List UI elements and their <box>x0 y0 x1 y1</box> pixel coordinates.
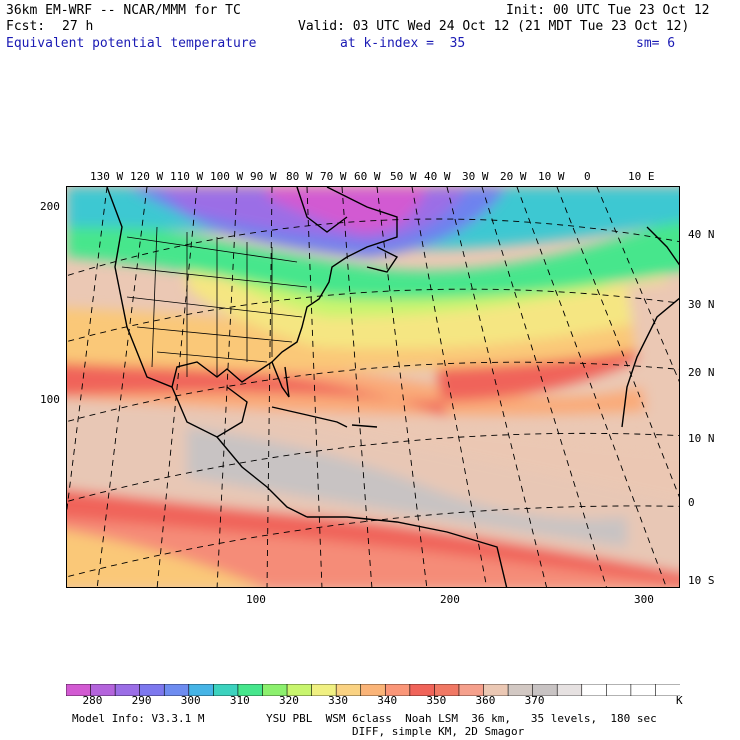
grid-x-label: 300 <box>634 593 654 606</box>
graticule <box>67 187 679 587</box>
longitude-label: 70 W <box>320 170 347 183</box>
colorbar-label: 330 <box>328 694 349 707</box>
africa-coast <box>621 297 679 428</box>
iberia <box>646 226 679 266</box>
latitude-label: 20 N <box>688 366 715 379</box>
model-title: 36km EM-WRF -- NCAR/MMM for TC <box>6 3 241 18</box>
colorbar-label: 280 <box>82 694 103 707</box>
forecast-label: Fcst: <box>6 19 46 34</box>
map-panel <box>66 186 680 588</box>
colorbar-label: 290 <box>131 694 152 707</box>
colorbar-label: 320 <box>279 694 299 707</box>
colorbar-swatch <box>606 683 632 697</box>
field-band-gray-lower <box>187 427 627 547</box>
longitude-label: 20 W <box>500 170 527 183</box>
level-info: at k-index = 35 <box>340 36 466 51</box>
colorbar-swatch <box>556 683 583 697</box>
longitude-label: 0 <box>584 170 591 183</box>
colorbar-label: 300 <box>180 694 201 707</box>
forecast-hour: 27 h <box>62 19 94 34</box>
north-america-coast <box>106 187 398 388</box>
field-band-green <box>67 207 679 299</box>
field-band-red-upper <box>67 287 667 417</box>
grid-x-label: 200 <box>440 593 460 606</box>
central-america <box>216 436 308 518</box>
longitude-label: 100 W <box>210 170 244 183</box>
longitude-label: 80 W <box>286 170 313 183</box>
model-info: Model Info: V3.3.1 M <box>72 712 205 725</box>
field-name: Equivalent potential temperature <box>6 36 257 51</box>
colorbar-label: 350 <box>426 694 447 707</box>
latitude-label: 40 N <box>688 228 715 241</box>
latitude-label: 0 <box>688 496 695 509</box>
south-america-coast <box>307 516 508 587</box>
colorbar-swatch <box>630 683 657 697</box>
greenland-tip <box>296 187 348 233</box>
grid-x-label: 100 <box>246 593 266 606</box>
colorbar-swatches <box>65 683 681 697</box>
longitude-label: 60 W <box>354 170 381 183</box>
latitude-label: 30 N <box>688 298 715 311</box>
gulf-coast <box>171 386 248 438</box>
longitude-label: 130 W <box>90 170 124 183</box>
grid-y-label: 200 <box>40 200 60 213</box>
field-band-orange <box>67 281 679 371</box>
smoothing-info: sm= 6 <box>636 36 676 51</box>
colorbar-unit: K <box>676 694 683 707</box>
cuba <box>271 406 348 428</box>
valid-time: Valid: 03 UTC Wed 24 Oct 12 (21 MDT Tue … <box>298 19 690 34</box>
hispaniola <box>351 424 378 428</box>
longitude-label: 90 W <box>250 170 277 183</box>
longitude-label: 110 W <box>170 170 204 183</box>
colorbar-label: 310 <box>229 694 250 707</box>
theta-e-map <box>67 187 679 587</box>
coastlines <box>106 187 679 587</box>
longitude-label: 40 W <box>424 170 451 183</box>
colorbar-label: 360 <box>475 694 496 707</box>
longitude-label: 10 W <box>538 170 565 183</box>
latitude-label: 10 N <box>688 432 715 445</box>
physics-line-2: DIFF, simple KM, 2D Smagor <box>352 725 525 738</box>
init-time: Init: 00 UTC Tue 23 Oct 12 <box>506 3 710 18</box>
longitude-label: 120 W <box>130 170 164 183</box>
newfoundland <box>366 246 399 273</box>
colorbar-swatch <box>581 683 608 697</box>
field-band-salmon <box>67 518 679 587</box>
latitude-label: 10 S <box>688 574 715 587</box>
field-band-southwest-orange <box>67 530 263 587</box>
field-band-africa-tan <box>627 280 679 423</box>
physics-line-1: YSU PBL WSM 6class Noah LSM 36 km, 35 le… <box>266 712 657 725</box>
longitude-label: 30 W <box>462 170 489 183</box>
state-borders <box>121 226 308 377</box>
colorbar-label: 370 <box>524 694 545 707</box>
colorbar <box>65 681 681 697</box>
colorbar-label: 340 <box>377 694 398 707</box>
florida <box>271 361 290 398</box>
longitude-label: 10 E <box>628 170 655 183</box>
longitude-label: 50 W <box>390 170 417 183</box>
grid-y-label: 100 <box>40 393 60 406</box>
